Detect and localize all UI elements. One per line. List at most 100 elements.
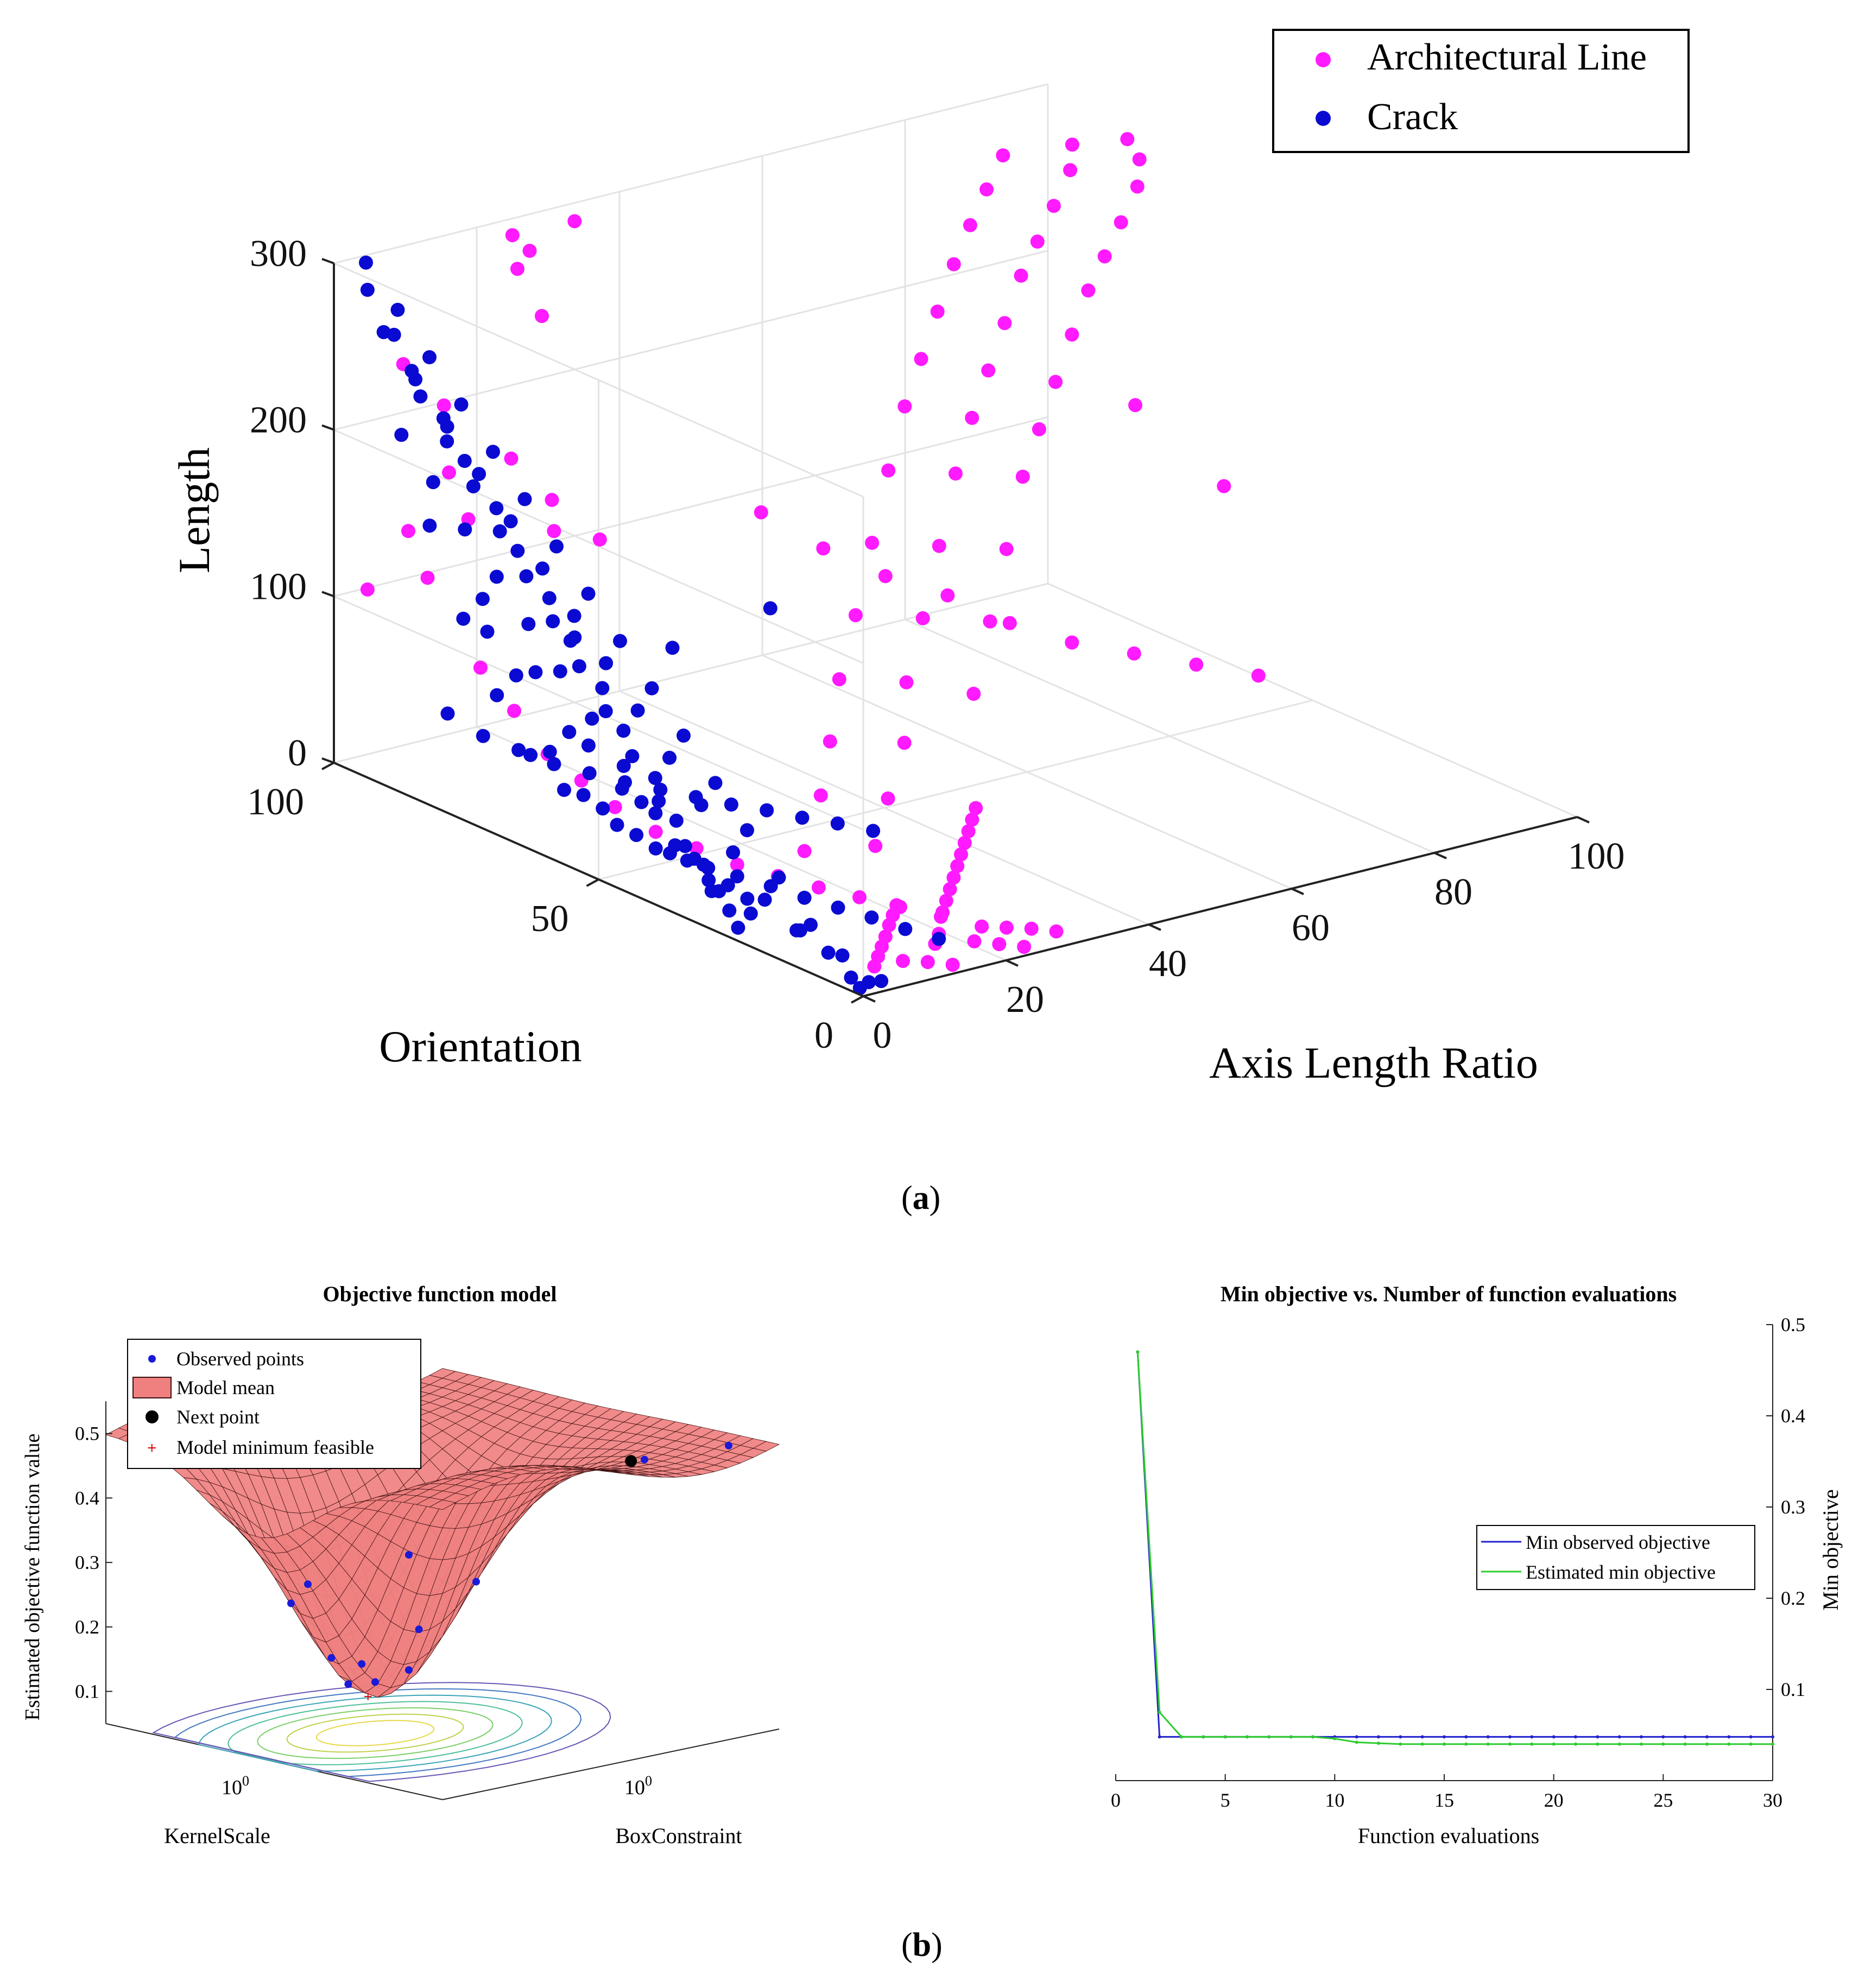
estimated-min-line-marker (1158, 1711, 1161, 1714)
legend-label-crack: Crack (1367, 96, 1458, 138)
point-crack (665, 641, 680, 655)
min-observed-line-marker (1420, 1735, 1424, 1739)
point-arch (420, 571, 435, 585)
legend-label-minfeas: Model minimum feasible (176, 1436, 374, 1458)
estimated-min-line (1136, 1352, 1773, 1745)
point-arch (689, 841, 704, 856)
estimated-min-line-marker (1552, 1742, 1556, 1746)
surface-z-tick-label: 0.2 (75, 1616, 99, 1638)
point-arch (1063, 163, 1078, 178)
point-arch (505, 228, 520, 243)
point-arch (945, 958, 960, 972)
surface-legend-box (127, 1339, 421, 1469)
grid-floor-y (333, 583, 1048, 764)
legend-marker-next (146, 1410, 159, 1423)
surface-z-tick-label: 0.4 (75, 1487, 99, 1509)
minobj-xlabel: Function evaluations (1358, 1824, 1539, 1848)
point-crack (517, 492, 532, 507)
min-objective-chart: Min objective vs. Number of function eva… (1111, 1282, 1843, 1848)
surface-contour-line (227, 1701, 523, 1765)
point-crack (549, 539, 564, 554)
surface-contours (151, 1682, 611, 1782)
minobj-y-tick-label: 0.2 (1781, 1587, 1805, 1609)
legend-marker-mean (132, 1377, 172, 1398)
point-arch (1024, 921, 1039, 936)
point-arch (954, 847, 968, 862)
point-crack (852, 981, 867, 995)
surface-contour-line (315, 1720, 435, 1746)
point-arch (510, 262, 524, 276)
point-crack (648, 806, 663, 820)
point-crack (688, 790, 703, 805)
point-arch (997, 316, 1012, 331)
point-crack (489, 569, 504, 584)
z-tick-label: 0 (288, 732, 307, 774)
point-arch (930, 305, 945, 319)
grid-back-z (333, 250, 1048, 431)
point-arch (522, 244, 537, 258)
point-arch (1014, 268, 1028, 283)
caption-b: (b) (901, 1927, 943, 1964)
z-tick-mark (321, 757, 334, 764)
surface-ylabel: BoxConstraint (615, 1824, 742, 1848)
estimated-min-line-marker (1355, 1740, 1358, 1744)
minobj-ylabel: Min objective (1818, 1489, 1843, 1610)
point-crack (757, 892, 772, 907)
minobj-x-tick-label: 5 (1221, 1789, 1230, 1811)
point-arch (965, 410, 979, 425)
observed-point (641, 1455, 648, 1464)
point-arch (1120, 132, 1135, 147)
point-crack (542, 591, 557, 605)
point-crack (553, 664, 567, 679)
estimated-min-line-marker (1420, 1742, 1424, 1746)
point-arch (547, 524, 561, 539)
observed-point (327, 1654, 336, 1662)
min-observed-line-marker (1574, 1735, 1577, 1739)
legend: Architectural Line Crack (1272, 29, 1690, 153)
point-arch (592, 532, 607, 547)
point-crack (724, 797, 738, 812)
point-arch (473, 660, 488, 675)
point-crack (804, 917, 818, 932)
box-tick-exp: 0 (645, 1773, 652, 1789)
y-tick-mark (851, 995, 864, 1004)
point-crack (376, 325, 391, 339)
legend-marker-arch (1316, 52, 1331, 67)
observed-point (472, 1578, 480, 1586)
point-crack (458, 522, 472, 537)
x-tick-mark (1577, 816, 1590, 824)
point-arch (961, 824, 976, 839)
model-minimum-feasible: + (364, 1688, 372, 1705)
estimated-min-line-marker (1683, 1742, 1687, 1746)
observed-point (415, 1625, 423, 1634)
point-crack (426, 475, 440, 490)
point-arch (811, 880, 826, 895)
surface-contour-line (257, 1707, 494, 1759)
point-crack (932, 932, 946, 946)
min-observed-line-marker (1508, 1735, 1512, 1739)
min-observed-line-marker (1683, 1735, 1687, 1739)
scatter3d-points (359, 132, 1266, 995)
estimated-min-line-marker (1617, 1742, 1621, 1746)
point-crack (669, 813, 684, 828)
point-crack (480, 624, 495, 639)
min-observed-line-marker (1158, 1735, 1161, 1739)
x-tick-label: 40 (1149, 943, 1187, 985)
minobj-legend-box (1476, 1525, 1755, 1590)
point-crack (576, 788, 591, 802)
point-crack (557, 783, 571, 797)
point-arch (1127, 646, 1141, 661)
point-crack (740, 891, 755, 906)
observed-point (287, 1599, 295, 1607)
estimated-min-line-marker (1180, 1735, 1183, 1739)
x-tick-label: 100 (1568, 835, 1625, 877)
point-crack (648, 771, 662, 786)
point-arch (967, 934, 982, 948)
point-arch (1065, 137, 1079, 152)
point-crack (408, 372, 423, 387)
point-crack (696, 857, 711, 872)
point-crack (510, 543, 525, 558)
point-arch (1132, 152, 1147, 167)
point-arch (975, 919, 989, 934)
min-observed-line-marker (1399, 1735, 1402, 1739)
